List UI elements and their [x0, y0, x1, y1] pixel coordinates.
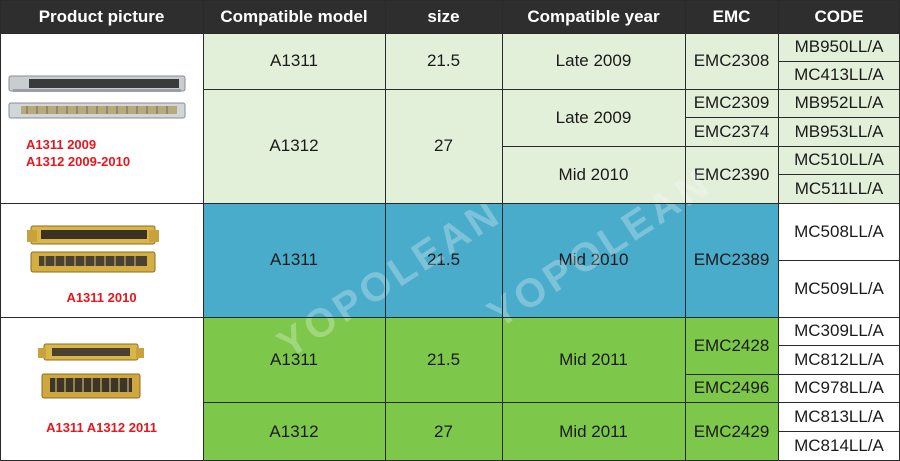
code-cell: MC309LL/A [794, 321, 884, 340]
grid-line [778, 174, 900, 175]
code-cell: MC813LL/A [794, 406, 884, 426]
caption-group-1: A1311 2009 A1312 2009-2010 [26, 136, 186, 170]
code-cell: MC509LL/A [794, 278, 884, 298]
caption-line: A1311 2010 [66, 290, 137, 305]
grid-line [685, 0, 686, 461]
emc-cell: EMC2389 [693, 250, 770, 269]
grid-line [778, 260, 900, 261]
emc-cell: EMC2308 [693, 51, 770, 70]
size-cell: 21.5 [426, 250, 461, 269]
size-cell: 21.5 [426, 51, 461, 70]
model-cell: A1311 [270, 250, 318, 269]
emc-cell: EMC2429 [693, 421, 770, 441]
emc-cell: EMC2496 [693, 378, 770, 397]
grid-line [203, 402, 900, 403]
year-cell: Late 2009 [555, 51, 632, 70]
grid-line [778, 0, 779, 461]
grid-line [0, 33, 900, 34]
code-cell: MC978LL/A [794, 378, 884, 397]
code-cell: MC814LL/A [794, 436, 884, 455]
grid-line [778, 431, 900, 432]
grid-line [778, 61, 900, 62]
header-compatible-year: Compatible year [502, 0, 685, 33]
lvds-connector-silver-icon [8, 75, 186, 119]
header-emc: EMC [685, 0, 778, 33]
size-cell: 27 [434, 421, 453, 441]
emc-cell: EMC2390 [693, 164, 770, 184]
year-cell: Mid 2010 [558, 164, 629, 184]
caption-line: A1311 2009 [26, 137, 97, 152]
code-cell: MC510LL/A [794, 150, 884, 169]
code-cell: MB950LL/A [794, 37, 884, 56]
code-cell: MB953LL/A [794, 121, 884, 141]
header-product-picture: Product picture [0, 0, 203, 33]
emc-cell: EMC2309 [693, 93, 770, 112]
model-cell: A1312 [269, 136, 319, 155]
header-code: CODE [778, 0, 900, 33]
emc-cell: EMC2374 [693, 121, 770, 141]
grid-line [502, 0, 503, 461]
year-cell: Late 2009 [555, 107, 632, 127]
year-cell: Mid 2010 [558, 250, 629, 269]
grid-line [685, 374, 900, 375]
code-cell: MC413LL/A [794, 65, 884, 84]
lvds-connector-gold-icon [27, 225, 159, 273]
grid-line [778, 345, 900, 346]
code-cell: MC508LL/A [794, 221, 884, 241]
header-compatible-model: Compatible model [203, 0, 385, 33]
code-cell: MB952LL/A [794, 93, 884, 112]
grid-line [0, 0, 900, 1]
grid-line [0, 317, 900, 318]
model-cell: A1311 [270, 349, 318, 369]
group-3-code-background [778, 317, 900, 461]
lvds-connector-gold-small-icon [38, 343, 144, 399]
caption-line: A1311 A1312 2011 [46, 420, 157, 435]
emc-cell: EMC2428 [693, 335, 770, 355]
caption-group-3: A1311 A1312 2011 [0, 419, 203, 436]
model-cell: A1312 [269, 421, 319, 441]
code-cell: MC511LL/A [794, 178, 884, 198]
year-cell: Mid 2011 [559, 349, 628, 369]
grid-line [385, 0, 386, 461]
code-cell: MC812LL/A [794, 349, 884, 369]
grid-line [203, 89, 900, 90]
caption-line: A1312 2009-2010 [26, 154, 131, 169]
grid-line [203, 0, 204, 461]
caption-group-2: A1311 2010 [0, 289, 203, 306]
group-3-background [203, 317, 778, 461]
model-cell: A1311 [270, 51, 318, 70]
year-cell: Mid 2011 [559, 421, 628, 441]
grid-line [685, 117, 900, 118]
size-cell: 21.5 [426, 349, 461, 369]
header-size: size [385, 0, 502, 33]
grid-line [0, 203, 900, 204]
group-2-background [203, 203, 778, 317]
grid-line [0, 0, 1, 461]
grid-line [502, 146, 900, 147]
size-cell: 27 [434, 136, 453, 155]
